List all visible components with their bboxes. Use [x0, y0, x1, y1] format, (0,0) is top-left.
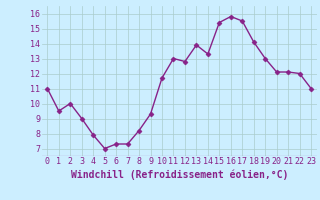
- X-axis label: Windchill (Refroidissement éolien,°C): Windchill (Refroidissement éolien,°C): [70, 169, 288, 180]
